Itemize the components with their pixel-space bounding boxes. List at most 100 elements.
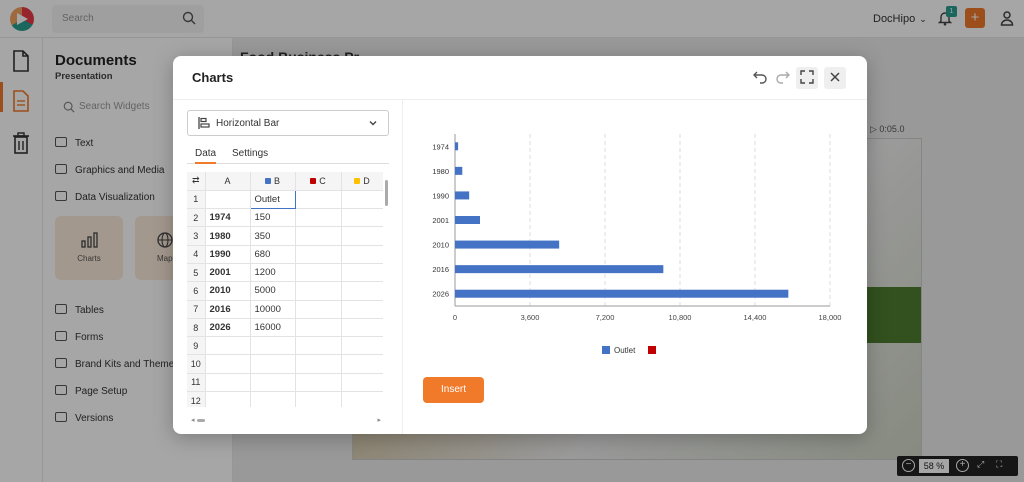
grid-cell[interactable] [250, 373, 296, 393]
grid-cell[interactable] [341, 318, 383, 338]
grid-cell[interactable] [250, 391, 296, 407]
chart-type-select[interactable]: Horizontal Bar [187, 110, 389, 136]
grid-cell[interactable]: 150 [250, 208, 296, 228]
series-color-swatch[interactable] [310, 177, 317, 184]
grid-horizontal-scrollbar[interactable]: ◂ ▸ [191, 416, 381, 424]
series-color-swatch[interactable] [354, 177, 361, 184]
widget-item-text[interactable]: Text [55, 137, 93, 153]
grid-cell[interactable]: 680 [250, 245, 296, 264]
user-icon[interactable] [1000, 10, 1014, 29]
widget-item-versions[interactable]: Versions [55, 412, 113, 428]
grid-cell[interactable] [341, 281, 383, 301]
widget-item-forms[interactable]: Forms [55, 331, 103, 347]
bar[interactable] [455, 265, 664, 274]
column-header[interactable]: A [205, 172, 251, 191]
grid-cell[interactable] [341, 226, 383, 246]
legend-swatch[interactable] [602, 346, 610, 354]
grid-cell[interactable]: Outlet [249, 189, 296, 210]
grid-cell[interactable]: 5000 [250, 281, 296, 301]
tile-charts[interactable]: Charts [55, 216, 123, 280]
scrollbar-thumb[interactable] [197, 419, 205, 422]
grid-cell[interactable]: 350 [250, 226, 296, 246]
document-icon[interactable] [12, 50, 32, 72]
widget-item-graphics[interactable]: Graphics and Media [55, 164, 165, 180]
grid-cell[interactable] [250, 354, 296, 374]
grid-cell[interactable]: 1980 [205, 226, 251, 246]
grid-cell[interactable] [295, 373, 342, 393]
grid-cell[interactable] [205, 391, 251, 407]
grid-cell[interactable]: 1200 [250, 263, 296, 283]
bar[interactable] [455, 142, 459, 151]
grid-cell[interactable] [341, 336, 383, 356]
grid-cell[interactable] [295, 281, 342, 301]
zoom-value[interactable]: 58 % [919, 459, 949, 473]
grid-cell[interactable] [205, 190, 251, 210]
grid-cell[interactable]: 2016 [205, 300, 251, 319]
fullscreen-icon[interactable]: ⛶ [996, 459, 1003, 469]
bar[interactable] [455, 191, 470, 200]
grid-cell[interactable] [205, 354, 251, 374]
grid-cell[interactable] [205, 373, 251, 393]
app-logo[interactable] [10, 7, 34, 31]
bar[interactable] [455, 216, 480, 224]
legend-swatch[interactable] [648, 346, 656, 354]
grid-cell[interactable]: 10000 [250, 300, 296, 319]
tab-data[interactable]: Data [195, 148, 217, 164]
grid-cell[interactable] [295, 245, 342, 264]
widget-item-data-visualization[interactable]: Data Visualization [55, 191, 155, 207]
scrollbar-thumb[interactable] [385, 180, 388, 206]
column-header[interactable]: B [250, 172, 296, 191]
grid-vertical-scrollbar[interactable] [385, 178, 388, 408]
grid-cell[interactable]: 1990 [205, 245, 251, 264]
grid-cell[interactable] [341, 354, 383, 374]
bar[interactable] [455, 240, 560, 249]
series-color-swatch[interactable] [264, 177, 271, 184]
grid-cell[interactable]: 2010 [205, 281, 251, 301]
grid-cell[interactable] [205, 336, 251, 356]
scroll-right-icon[interactable]: ▸ [377, 417, 381, 424]
search-icon[interactable] [182, 11, 196, 28]
grid-cell[interactable] [295, 354, 342, 374]
trash-icon[interactable] [12, 132, 32, 154]
widget-item-brand-kits[interactable]: Brand Kits and Themes [55, 358, 179, 374]
insert-button[interactable]: Insert [423, 377, 484, 403]
close-icon[interactable] [824, 67, 846, 89]
grid-cell[interactable] [341, 263, 383, 283]
tab-settings[interactable]: Settings [232, 148, 269, 159]
grid-cell[interactable] [295, 318, 342, 338]
redo-icon[interactable] [772, 67, 794, 89]
widget-search-input[interactable]: Search Widgets [55, 94, 223, 120]
grid-cell[interactable] [295, 300, 342, 319]
grid-cell[interactable] [341, 245, 383, 264]
grid-cell[interactable]: 2001 [205, 263, 251, 283]
grid-cell[interactable]: 2026 [205, 318, 251, 338]
grid-cell[interactable] [295, 336, 342, 356]
grid-cell[interactable] [341, 190, 383, 210]
top-search[interactable]: Search [52, 5, 204, 33]
grid-cell[interactable] [295, 190, 342, 210]
add-button[interactable]: + [965, 8, 985, 28]
grid-cell[interactable] [341, 300, 383, 319]
zoom-in-icon[interactable]: + [956, 459, 969, 472]
zoom-out-icon[interactable]: − [902, 459, 915, 472]
grid-cell[interactable] [341, 373, 383, 393]
pages-icon[interactable] [12, 90, 32, 112]
grid-cell[interactable] [250, 336, 296, 356]
grid-cell[interactable] [295, 391, 342, 407]
grid-cell[interactable] [295, 226, 342, 246]
grid-cell[interactable]: 1974 [205, 208, 251, 228]
column-header[interactable]: C [295, 172, 342, 191]
widget-item-tables[interactable]: Tables [55, 304, 104, 320]
column-header[interactable]: D [341, 172, 383, 191]
grid-cell[interactable]: 16000 [250, 318, 296, 338]
widget-item-page-setup[interactable]: Page Setup [55, 385, 127, 401]
scroll-left-icon[interactable]: ◂ [191, 417, 195, 424]
grid-cell[interactable] [341, 391, 383, 407]
bar[interactable] [455, 166, 463, 175]
grid-cell[interactable] [295, 208, 342, 228]
fit-screen-icon[interactable]: ⤢ [977, 459, 985, 469]
bar[interactable] [455, 289, 789, 298]
undo-icon[interactable] [749, 67, 771, 89]
expand-icon[interactable] [796, 67, 818, 89]
account-menu[interactable]: DocHipo ⌄ [873, 13, 927, 25]
